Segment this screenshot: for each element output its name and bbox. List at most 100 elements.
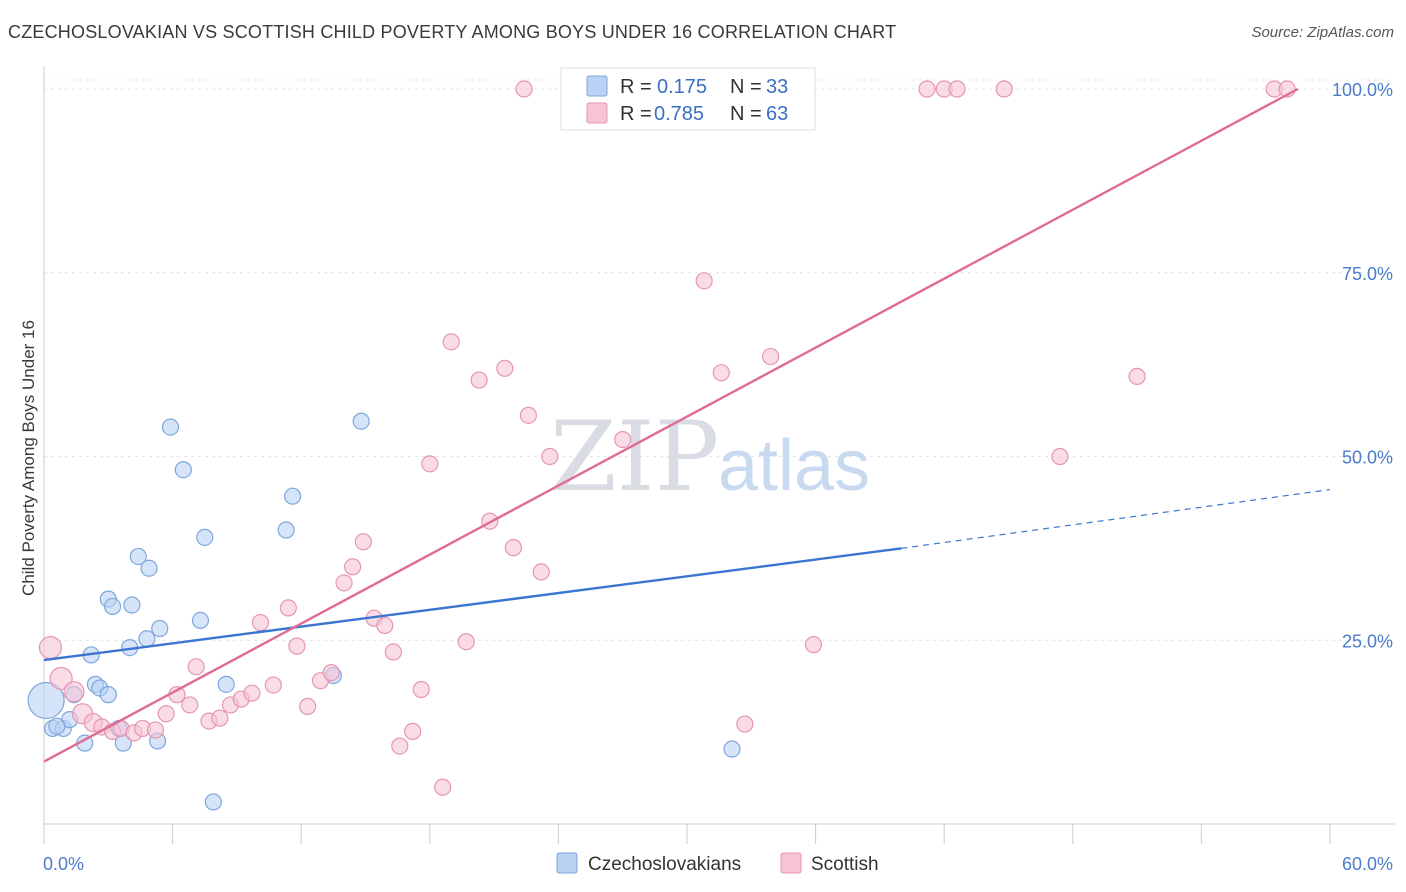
source-credit: Source: ZipAtlas.com xyxy=(1251,24,1394,41)
scottish-trend-line xyxy=(43,87,1299,763)
scottish-point-60 xyxy=(1128,367,1146,385)
scottish-point-0 xyxy=(38,635,63,660)
czech-point-20 xyxy=(151,619,169,638)
czech-trend-extension xyxy=(901,488,1331,549)
trend-lines xyxy=(43,87,1331,763)
czech-point-30 xyxy=(352,412,370,430)
czech-point-27 xyxy=(277,521,295,539)
scottish-points xyxy=(38,80,1296,796)
x-tick-label-max: 60.0% xyxy=(1342,854,1393,874)
scottish-point-51 xyxy=(712,364,730,382)
legend-r-value-czech: 0.175 xyxy=(657,76,707,98)
watermark-zip: ZIP xyxy=(550,401,719,513)
scottish-point-49 xyxy=(614,430,632,449)
y-tick-labels: 25.0% 50.0% 75.0% 100.0% xyxy=(1332,80,1393,651)
scottish-point-39 xyxy=(457,633,475,651)
legend-swatch-czech xyxy=(586,75,608,97)
scottish-point-2 xyxy=(63,681,85,703)
y-tick-label-0: 25.0% xyxy=(1342,631,1393,651)
czech-point-21 xyxy=(161,418,180,436)
scottish-point-20 xyxy=(251,614,270,632)
bottom-legend: Czechoslovakians Scottish xyxy=(556,852,879,875)
scottish-point-31 xyxy=(376,616,394,635)
scottish-point-44 xyxy=(515,80,533,98)
czech-point-32 xyxy=(48,717,66,735)
scottish-point-16 xyxy=(211,709,229,727)
scottish-point-59 xyxy=(1051,447,1069,466)
scottish-point-55 xyxy=(918,80,936,98)
scottish-point-23 xyxy=(288,637,306,655)
bottom-legend-swatch-scottish xyxy=(780,852,802,874)
scottish-point-54 xyxy=(804,636,823,654)
scottish-point-53 xyxy=(761,347,780,366)
scottish-point-32 xyxy=(384,643,402,661)
scottish-point-24 xyxy=(299,697,317,716)
scottish-point-47 xyxy=(541,447,559,466)
y-tick-label-3: 100.0% xyxy=(1332,80,1393,100)
czech-trend-line xyxy=(43,547,902,662)
legend-n-label-czech: N = xyxy=(730,76,762,98)
scottish-point-50 xyxy=(695,272,713,290)
scottish-point-21 xyxy=(264,676,282,694)
scottish-point-11 xyxy=(157,705,175,723)
y-tick-label-2: 75.0% xyxy=(1342,264,1393,284)
chart-title: CZECHOSLOVAKIAN VS SCOTTISH CHILD POVERT… xyxy=(8,22,897,42)
scottish-point-38 xyxy=(442,333,460,351)
scottish-point-42 xyxy=(496,359,514,377)
scottish-point-46 xyxy=(532,563,550,581)
czech-point-15 xyxy=(123,596,141,614)
bottom-legend-swatch-czech xyxy=(556,852,578,874)
czech-point-23 xyxy=(191,611,210,630)
scottish-point-33 xyxy=(391,737,409,755)
legend-n-value-czech: 33 xyxy=(766,76,788,98)
czech-point-25 xyxy=(204,793,222,811)
czech-point-28 xyxy=(284,487,302,505)
scottish-point-29 xyxy=(354,533,372,551)
legend-swatch-scottish xyxy=(586,102,608,124)
scottish-point-45 xyxy=(519,406,537,424)
legend-r-value-scottish: 0.785 xyxy=(654,103,704,125)
scottish-point-43 xyxy=(504,539,522,557)
scottish-point-34 xyxy=(404,722,422,740)
scottish-point-58 xyxy=(995,80,1013,98)
y-axis-label: Child Poverty Among Boys Under 16 xyxy=(19,320,38,596)
czech-point-22 xyxy=(174,461,192,479)
scottish-point-13 xyxy=(181,696,199,714)
x-tick-label-min: 0.0% xyxy=(43,854,84,874)
bottom-legend-label-czech: Czechoslovakians xyxy=(588,854,741,875)
czech-point-26 xyxy=(217,675,235,693)
scottish-point-27 xyxy=(335,574,353,592)
scottish-point-35 xyxy=(412,680,430,699)
czech-point-18 xyxy=(140,559,158,577)
scottish-point-57 xyxy=(948,80,966,98)
czech-point-17 xyxy=(138,630,156,648)
legend-r-label-scottish: R = xyxy=(620,103,652,125)
legend-r-label-czech: R = xyxy=(620,76,652,98)
scottish-point-28 xyxy=(344,558,362,576)
bottom-legend-label-scottish: Scottish xyxy=(811,854,879,875)
y-tick-label-1: 50.0% xyxy=(1342,448,1393,468)
scottish-point-40 xyxy=(470,371,488,389)
watermark-atlas: atlas xyxy=(718,426,870,506)
czech-points xyxy=(27,412,741,811)
grid-lines xyxy=(44,79,1395,641)
czech-point-11 xyxy=(103,597,122,616)
czech-point-0 xyxy=(27,681,65,720)
czech-point-24 xyxy=(196,528,214,546)
scottish-point-26 xyxy=(322,663,340,682)
scottish-point-1 xyxy=(49,666,73,691)
scottish-point-36 xyxy=(421,455,439,473)
legend: R = 0.175 N = 33 R = 0.785 N = 63 xyxy=(560,67,816,131)
czech-point-9 xyxy=(99,686,117,704)
czech-point-16 xyxy=(129,547,147,566)
czech-point-31 xyxy=(723,740,741,758)
scottish-point-19 xyxy=(243,684,261,702)
legend-n-value-scottish: 63 xyxy=(766,103,788,125)
scottish-point-22 xyxy=(279,599,297,617)
scottish-point-52 xyxy=(736,715,754,733)
scottish-point-10 xyxy=(146,721,165,739)
scottish-point-37 xyxy=(434,778,452,796)
legend-n-label-scottish: N = xyxy=(730,103,762,125)
scottish-point-14 xyxy=(187,658,205,676)
